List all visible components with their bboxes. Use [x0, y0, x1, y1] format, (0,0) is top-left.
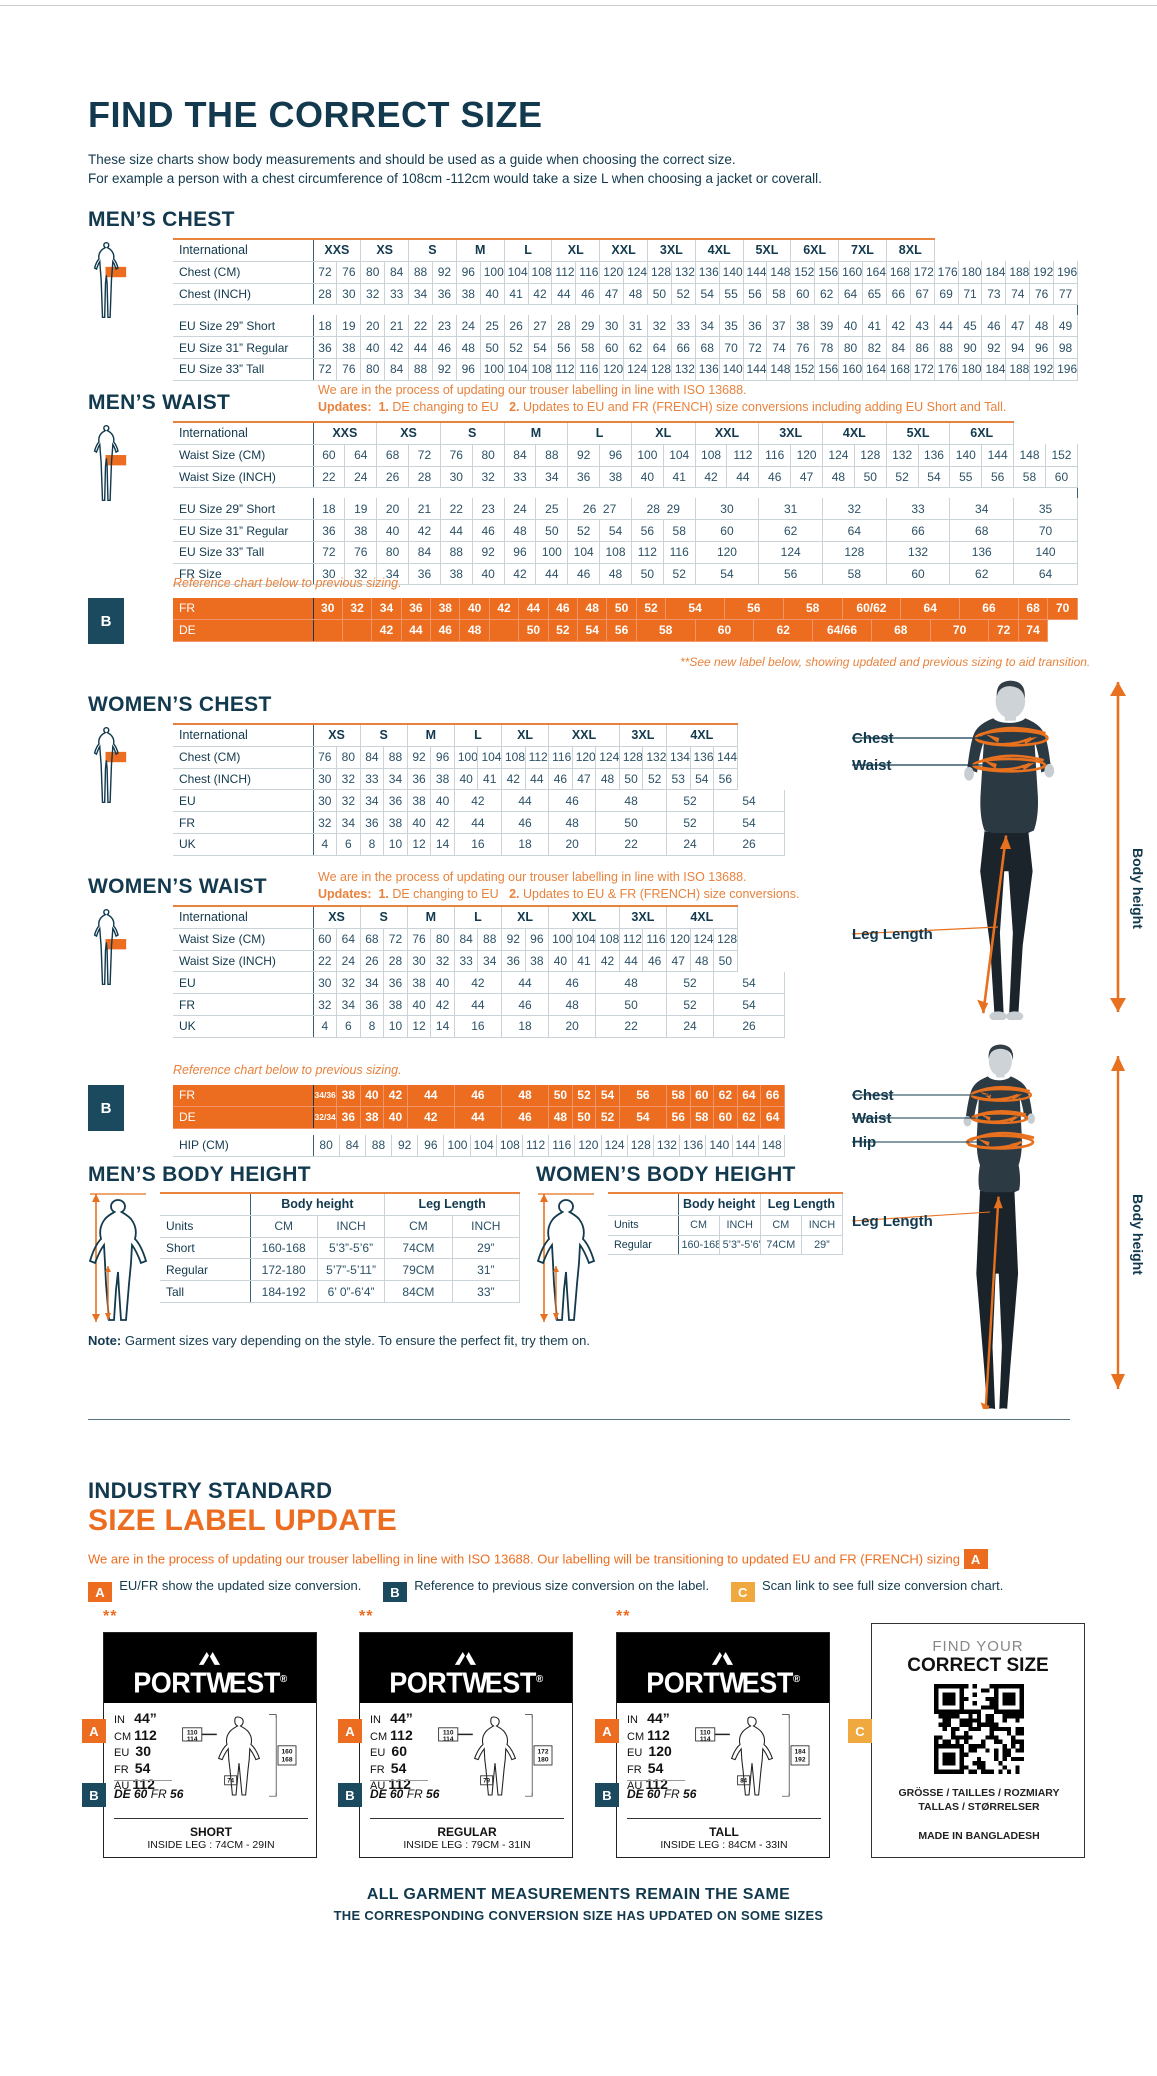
svg-text:Body height: Body height — [1130, 1194, 1146, 1275]
svg-text:172: 172 — [537, 1749, 548, 1756]
svg-text:Waist: Waist — [852, 1110, 891, 1127]
svg-text:110: 110 — [187, 1729, 198, 1736]
svg-text:110: 110 — [700, 1729, 711, 1736]
svg-text:110: 110 — [443, 1729, 454, 1736]
svg-text:84: 84 — [740, 1778, 747, 1784]
svg-text:Chest: Chest — [852, 1087, 894, 1104]
svg-text:Leg Length: Leg Length — [852, 926, 933, 943]
svg-text:Body height: Body height — [1130, 848, 1146, 929]
svg-text:114: 114 — [443, 1736, 454, 1743]
svg-text:74: 74 — [227, 1778, 234, 1784]
svg-text:192: 192 — [794, 1756, 805, 1763]
svg-text:114: 114 — [700, 1736, 711, 1743]
svg-text:180: 180 — [537, 1756, 548, 1763]
svg-text:168: 168 — [281, 1756, 292, 1763]
svg-text:160: 160 — [281, 1749, 292, 1756]
svg-text:Chest: Chest — [852, 730, 894, 747]
svg-text:184: 184 — [794, 1749, 805, 1756]
svg-text:Leg Length: Leg Length — [852, 1213, 933, 1230]
svg-text:Hip: Hip — [852, 1134, 876, 1151]
svg-text:114: 114 — [187, 1736, 198, 1743]
svg-text:Waist: Waist — [852, 757, 891, 774]
svg-text:79: 79 — [483, 1778, 490, 1784]
